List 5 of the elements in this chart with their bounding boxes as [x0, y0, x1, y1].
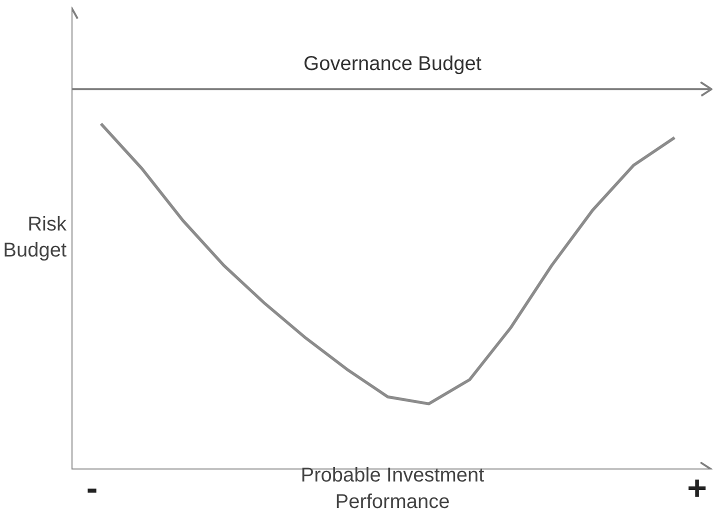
text: + [687, 470, 708, 508]
text: - [86, 470, 98, 508]
ref-line-label: Governance Budget [304, 53, 482, 76]
x-axis-title: Probable Investment Performance [300, 464, 485, 513]
y-axis-title: Risk Budget [3, 213, 68, 262]
